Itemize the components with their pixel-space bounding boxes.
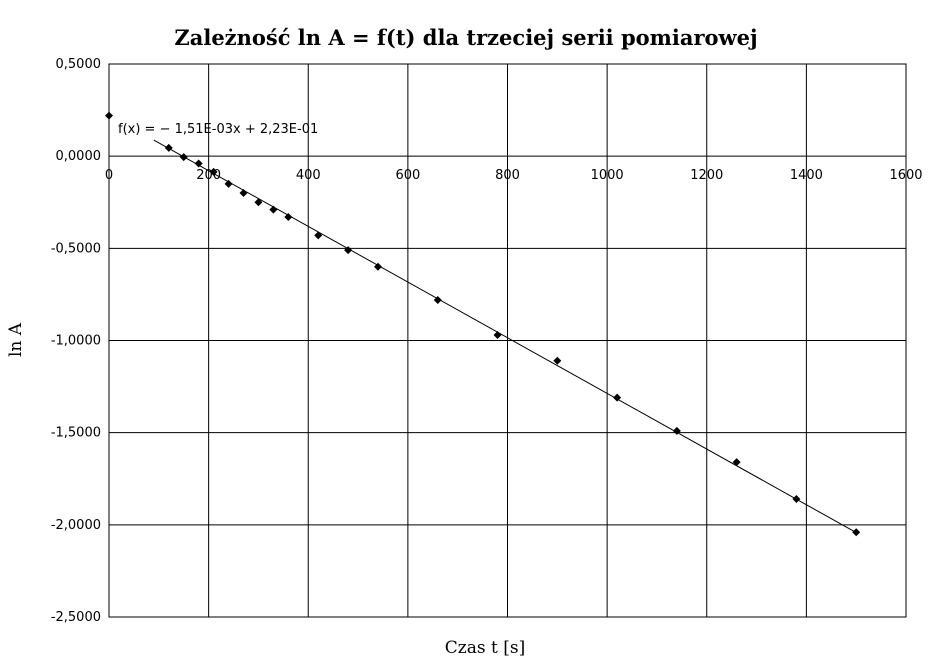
y-tick-label: -0,5000 <box>51 241 101 256</box>
x-tick-label: 1600 <box>889 168 922 183</box>
data-point <box>553 356 562 365</box>
x-tick-labels: 0 200 400 600 800 1000 1200 1400 1600 <box>105 168 923 183</box>
y-tick-label: -2,5000 <box>51 610 101 625</box>
data-point <box>493 330 502 339</box>
y-axis-label: ln A <box>6 322 26 357</box>
data-point <box>254 198 263 207</box>
data-point <box>613 393 622 402</box>
trendline <box>153 139 857 534</box>
chart-title: Zależność ln A = f(t) dla trzeciej serii… <box>174 25 757 50</box>
x-tick-label: 1200 <box>690 168 723 183</box>
grid <box>108 63 907 618</box>
data-point <box>209 167 218 176</box>
data-point <box>224 179 233 188</box>
y-tick-label: -2,0000 <box>51 518 101 533</box>
trendline-equation: f(x) = − 1,51E-03x + 2,23E-01 <box>118 122 318 137</box>
x-tick-label: 0 <box>105 168 113 183</box>
data-point <box>284 212 293 221</box>
y-tick-label: 0,5000 <box>56 57 102 72</box>
data-point <box>164 143 173 152</box>
trendline-line <box>153 139 857 534</box>
x-tick-label: 1000 <box>591 168 624 183</box>
data-point <box>373 262 382 271</box>
data-point <box>732 458 741 467</box>
data-point <box>672 426 681 435</box>
y-tick-label: -1,5000 <box>51 426 101 441</box>
y-tick-label: 0,0000 <box>56 149 102 164</box>
data-point <box>179 153 188 162</box>
x-tick-label: 1400 <box>790 168 823 183</box>
x-tick-label: 400 <box>296 168 321 183</box>
data-point <box>194 159 203 168</box>
data-point <box>314 231 323 240</box>
data-point <box>269 205 278 214</box>
data-point <box>433 295 442 304</box>
y-tick-labels: 0,5000 0,0000 -0,5000 -1,0000 -1,5000 -2,0000… <box>51 57 101 625</box>
data-point <box>105 111 113 120</box>
y-tick-label: -1,0000 <box>51 334 101 349</box>
data-points <box>105 111 861 537</box>
x-tick-label: 600 <box>395 168 420 183</box>
x-axis-label: Czas t [s] <box>445 638 525 658</box>
data-point <box>792 495 801 504</box>
data-point <box>344 246 353 255</box>
data-point <box>852 528 861 537</box>
data-point <box>239 189 248 198</box>
x-tick-label: 800 <box>495 168 520 183</box>
